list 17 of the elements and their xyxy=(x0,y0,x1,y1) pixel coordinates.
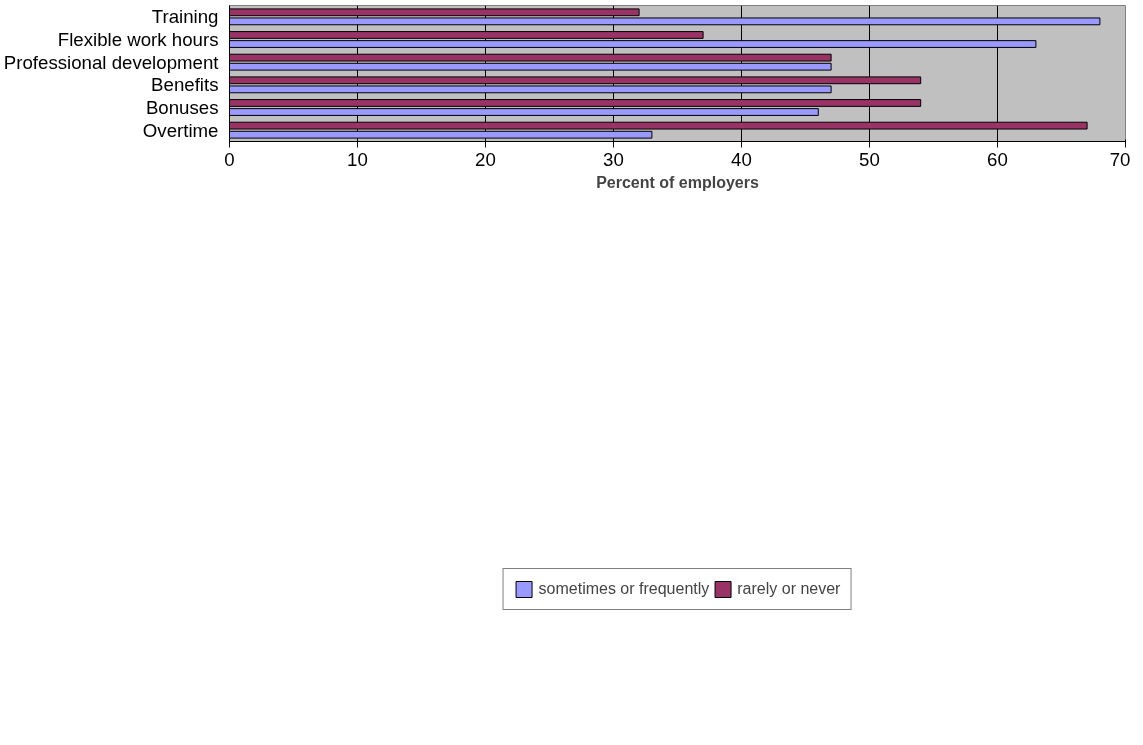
x-tick-label: 60 xyxy=(987,148,1008,170)
x-tick-label: 20 xyxy=(475,148,496,170)
y-tick-label: Professional development xyxy=(3,51,220,73)
legend-label: rarely or never xyxy=(737,580,841,598)
legend-label: sometimes or frequently xyxy=(538,580,710,598)
x-tick-label: 10 xyxy=(347,148,368,170)
x-tick-label: 0 xyxy=(224,148,235,170)
x-axis-title: Percent of employers xyxy=(596,173,759,191)
y-tick-label: Overtime xyxy=(142,119,219,141)
y-tick-label: Flexible work hours xyxy=(57,29,219,50)
y-tick-label: Benefits xyxy=(151,74,219,96)
x-tick-label: 70 xyxy=(1109,148,1131,170)
y-tick-label: Bonuses xyxy=(145,97,219,118)
x-tick-label: 40 xyxy=(731,148,752,170)
x-tick-label: 30 xyxy=(603,148,624,170)
x-tick-label: 50 xyxy=(859,148,880,170)
y-tick-label: Training xyxy=(151,6,219,28)
